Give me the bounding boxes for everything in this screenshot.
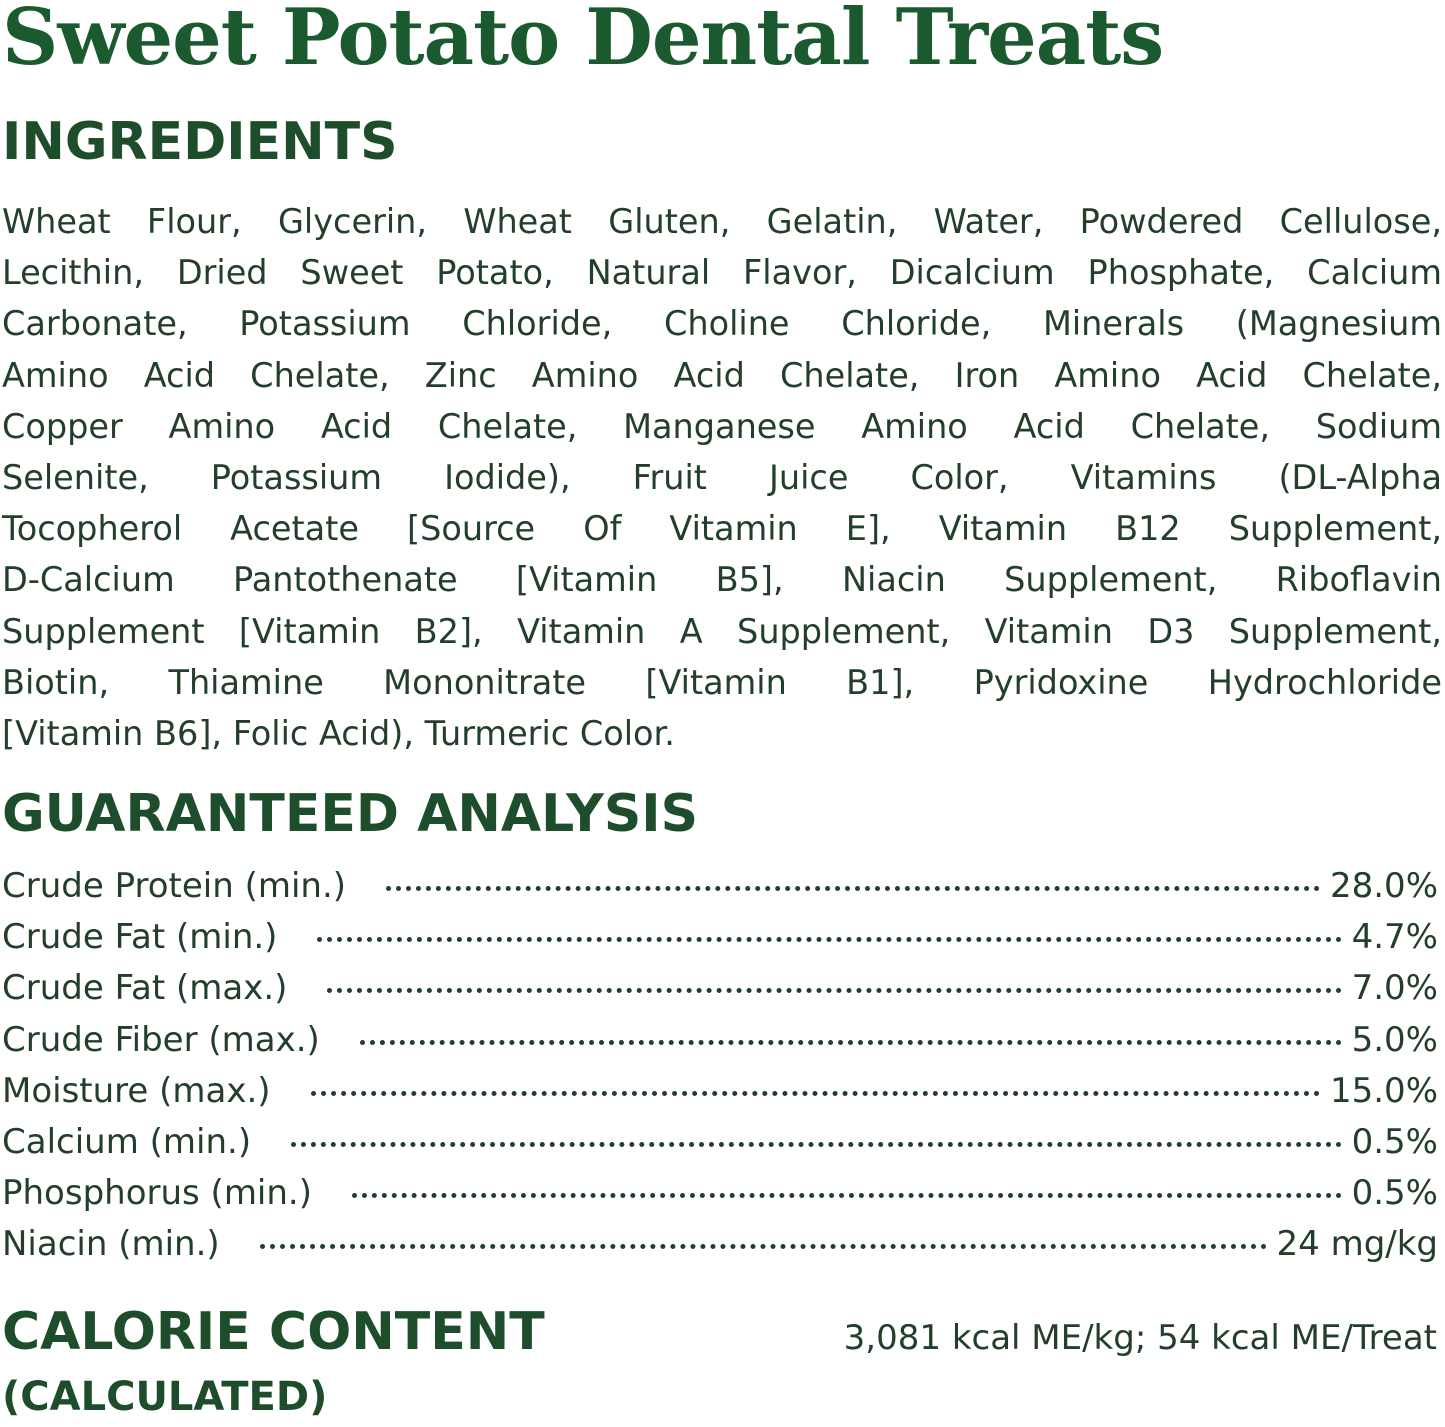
calorie-subheading: (CALCULATED): [2, 1374, 328, 1420]
ingredients-line: Supplement [Vitamin B2], Vitamin A Suppl…: [2, 611, 1442, 651]
analysis-label: Crude Fiber (max.): [2, 1019, 320, 1060]
ingredients-heading: INGREDIENTS: [2, 112, 398, 172]
analysis-row: Phosphorus (min.) 0.5%: [2, 1173, 1438, 1224]
analysis-label: Moisture (max.): [2, 1070, 271, 1111]
analysis-value: 0.5%: [1351, 1121, 1438, 1162]
analysis-label: Niacin (min.): [2, 1224, 220, 1265]
dot-leader: [317, 937, 1342, 943]
ingredients-line: Wheat Flour, Glycerin, Wheat Gluten, Gel…: [2, 202, 1442, 241]
analysis-row: Crude Fiber (max.) 5.0%: [2, 1020, 1438, 1071]
dot-leader: [259, 1244, 1267, 1250]
analysis-row: Calcium (min.) 0.5%: [2, 1122, 1438, 1173]
analysis-value: 5.0%: [1351, 1019, 1438, 1060]
analysis-value: 0.5%: [1351, 1173, 1438, 1214]
dot-leader: [386, 886, 1320, 891]
analysis-row: Moisture (max.) 15.0%: [2, 1071, 1438, 1122]
ingredients-line: Copper Amino Acid Chelate, Manganese Ami…: [2, 406, 1442, 446]
analysis-table: Crude Protein (min.) 28.0% Crude Fat (min.…: [2, 866, 1438, 1276]
dot-leader: [352, 1193, 1342, 1199]
analysis-row: Crude Protein (min.) 28.0%: [2, 866, 1438, 917]
analysis-label: Crude Fat (max.): [2, 968, 288, 1009]
calorie-value: 3,081 kcal ME/kg; 54 kcal ME/Treat: [843, 1318, 1437, 1358]
calorie-heading: CALORIE CONTENT: [2, 1302, 545, 1362]
analysis-label: Crude Fat (min.): [2, 917, 278, 958]
ingredients-line: D-Calcium Pantothenate [Vitamin B5], Nia…: [2, 560, 1442, 600]
analysis-row: Crude Fat (max.) 7.0%: [2, 968, 1438, 1019]
analysis-value: 28.0%: [1329, 866, 1438, 906]
analysis-value: 15.0%: [1329, 1070, 1438, 1111]
ingredients-text: Wheat Flour, Glycerin, Wheat Gluten, Gel…: [2, 196, 1442, 759]
dot-leader: [310, 1090, 1320, 1096]
analysis-value: 7.0%: [1351, 968, 1438, 1009]
ingredients-line: Amino Acid Chelate, Zinc Amino Acid Chel…: [2, 355, 1442, 395]
ingredients-line: [Vitamin B6], Folic Acid), Turmeric Colo…: [2, 713, 675, 753]
ingredients-line: Selenite, Potassium Iodide), Fruit Juice…: [2, 457, 1442, 497]
ingredients-line: Biotin, Thiamine Mononitrate [Vitamin B1…: [2, 662, 1442, 702]
dot-leader: [291, 1141, 1342, 1147]
ingredients-line: Tocopherol Acetate [Source Of Vitamin E]…: [2, 509, 1442, 549]
analysis-label: Phosphorus (min.): [2, 1173, 313, 1214]
ingredients-line: Carbonate, Potassium Chloride, Choline C…: [2, 304, 1442, 344]
ingredients-line: Lecithin, Dried Sweet Potato, Natural Fl…: [2, 253, 1442, 293]
analysis-label: Crude Protein (min.): [2, 866, 347, 906]
analysis-heading: GUARANTEED ANALYSIS: [2, 784, 699, 844]
product-title: Sweet Potato Dental Treats: [2, 0, 1164, 83]
dot-leader: [359, 1039, 1342, 1045]
analysis-value: 4.7%: [1351, 917, 1438, 958]
dot-leader: [327, 988, 1342, 994]
analysis-label: Calcium (min.): [2, 1121, 252, 1162]
analysis-row: Crude Fat (min.) 4.7%: [2, 917, 1438, 968]
analysis-value: 24 mg/kg: [1276, 1224, 1439, 1265]
analysis-row: Niacin (min.) 24 mg/kg: [2, 1224, 1438, 1275]
